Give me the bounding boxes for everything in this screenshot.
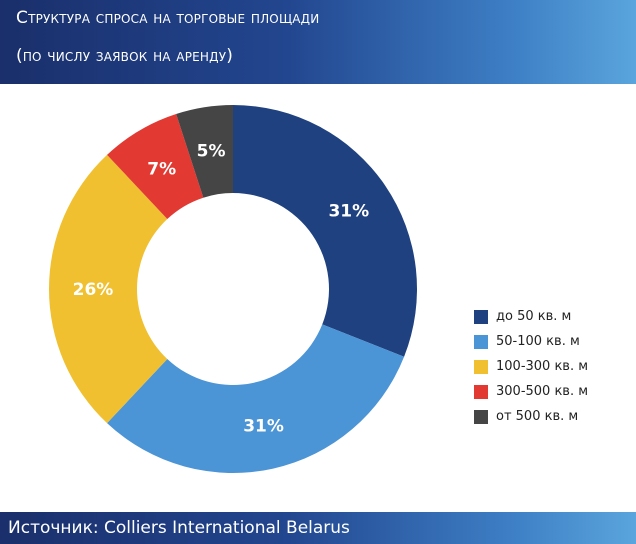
- legend-label: 100-300 кв. м: [496, 359, 589, 374]
- slice-label-1: 31%: [328, 201, 369, 221]
- donut-slice-1: [233, 105, 418, 357]
- legend-label: 50-100 кв. м: [496, 334, 580, 349]
- chart-area: 31% 31% 26% 7% 5% до 50 кв. м 50-100 кв. м 100…: [0, 84, 636, 512]
- slice-label-4: 7%: [147, 159, 176, 179]
- legend-item: до 50 кв. м: [474, 304, 588, 329]
- legend-item: от 500 кв. м: [474, 404, 588, 429]
- legend-label: от 500 кв. м: [496, 409, 579, 424]
- donut-slice-2: [107, 324, 405, 473]
- title-banner: Структура спроса на торговые площади (по…: [0, 0, 636, 84]
- chart-legend: до 50 кв. м 50-100 кв. м 100-300 кв. м 300-…: [474, 304, 588, 429]
- legend-label: до 50 кв. м: [496, 309, 572, 324]
- source-note: Источник: Colliers International Belarus: [8, 518, 350, 538]
- donut-slice-3: [48, 154, 168, 424]
- legend-swatch: [474, 384, 488, 399]
- legend-swatch: [474, 359, 488, 374]
- slice-label-2: 31%: [243, 417, 284, 437]
- legend-swatch: [474, 309, 488, 324]
- chart-title: Структура спроса на торговые площади: [16, 8, 320, 28]
- donut-slice-5: [176, 105, 233, 198]
- source-banner: Источник: Colliers International Belarus: [0, 512, 636, 544]
- legend-item: 300-500 кв. м: [474, 379, 588, 404]
- legend-label: 300-500 кв. м: [496, 384, 589, 399]
- legend-item: 100-300 кв. м: [474, 354, 588, 379]
- slice-label-3: 26%: [73, 280, 114, 300]
- slice-label-5: 5%: [197, 142, 226, 162]
- donut-slice-4: [107, 114, 204, 220]
- legend-swatch: [474, 409, 488, 424]
- legend-item: 50-100 кв. м: [474, 329, 588, 354]
- donut-chart: 31% 31% 26% 7% 5%: [48, 105, 418, 473]
- legend-swatch: [474, 334, 488, 349]
- chart-subtitle: (по числу заявок на аренду): [16, 46, 234, 66]
